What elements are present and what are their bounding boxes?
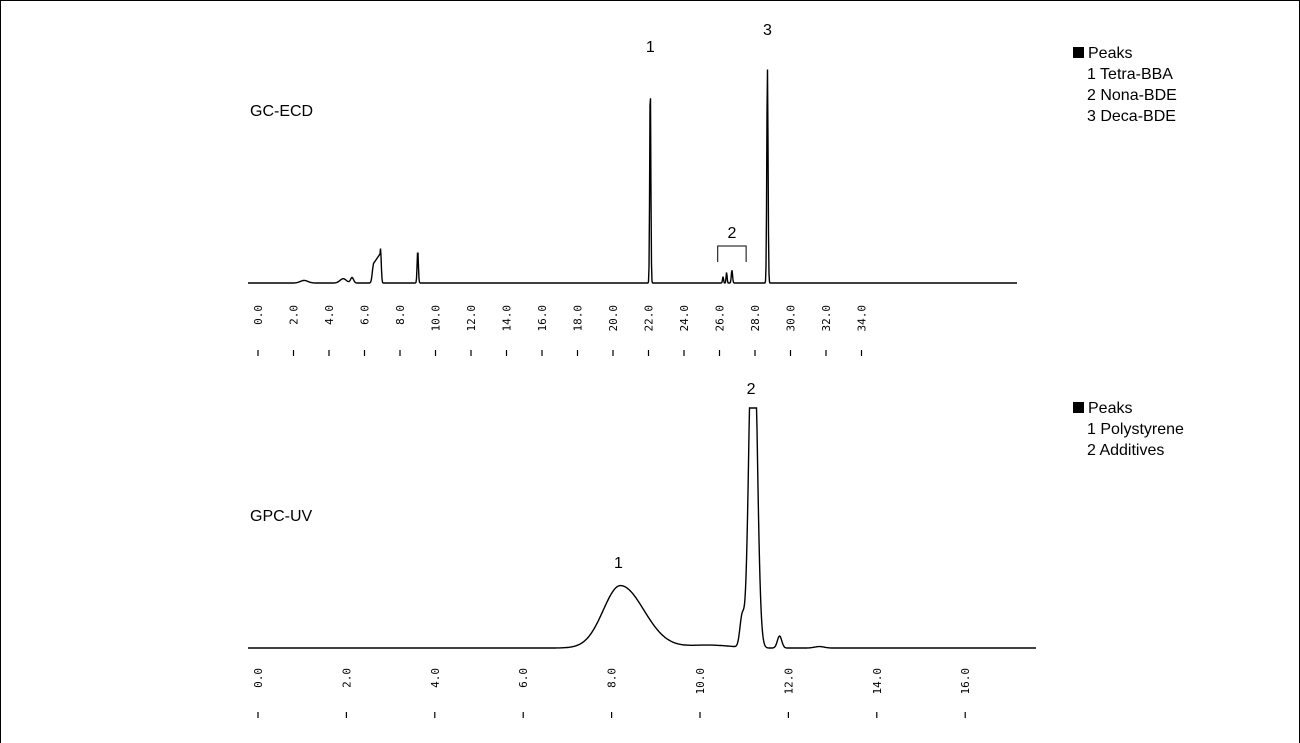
x-tick-label: 16.0 [536,305,549,332]
x-tick-label: 8.0 [394,305,407,325]
gc-ecd-x-axis: 0.0 2.0 4.0 6.0 8.0 10.0 12.0 14.0 16.0 18.0 20.0 2… [252,305,869,356]
x-tick-label: 2.0 [288,305,301,325]
x-tick-label: 2.0 [340,668,353,688]
x-tick-label: 0.0 [252,668,265,688]
x-tick-label: 4.0 [429,668,442,688]
legend-square-icon [1073,402,1084,413]
gc-peak-label-2: 2 [727,225,736,242]
x-tick-label: 34.0 [856,305,869,332]
x-tick-label: 4.0 [323,305,336,325]
gc-ecd-trace [248,69,1017,284]
x-tick-label: 30.0 [785,305,798,332]
x-tick-label: 10.0 [694,668,707,695]
gc-ecd-legend: Peaks 1 Tetra-BBA 2 Nona-BDE 3 Deca-BDE [1073,43,1177,127]
legend-item: 3 Deca-BDE [1087,108,1176,125]
legend-item: 1 Polystyrene [1087,421,1184,438]
x-tick-label: 20.0 [607,305,620,332]
legend-item: 2 Nona-BDE [1087,87,1177,104]
legend-header: Peaks [1073,43,1177,64]
gpc-uv-trace [248,407,1036,649]
x-tick-label: 6.0 [359,305,372,325]
x-tick-label: 26.0 [714,305,727,332]
gpc-uv-chart: 0.0 2.0 4.0 6.0 8.0 10.0 12.0 14.0 16.0 1 2 [248,381,1036,718]
x-tick-label: 24.0 [678,305,691,332]
legend-item: 1 Tetra-BBA [1087,66,1173,83]
gc-peak-label-1: 1 [646,39,655,56]
gpc-uv-x-axis: 0.0 2.0 4.0 6.0 8.0 10.0 12.0 14.0 16.0 [252,668,972,718]
x-tick-label: 12.0 [465,305,478,332]
gc-peak-2-bracket [717,245,747,262]
x-tick-label: 10.0 [430,305,443,332]
x-tick-label: 28.0 [749,305,762,332]
gpc-uv-title: GPC-UV [250,508,313,525]
legend-square-icon [1073,47,1084,58]
gc-ecd-chart: 0.0 2.0 4.0 6.0 8.0 10.0 12.0 14.0 16.0 18.0 20.0 2… [248,22,1017,356]
x-tick-label: 32.0 [820,305,833,332]
legend-item: 2 Additives [1087,442,1165,459]
x-tick-label: 22.0 [643,305,656,332]
x-tick-label: 14.0 [501,305,514,332]
gpc-peak-label-1: 1 [614,555,623,572]
x-tick-label: 14.0 [871,668,884,695]
x-tick-label: 18.0 [572,305,585,332]
gpc-peak-label-2: 2 [747,381,756,398]
x-tick-label: 16.0 [959,668,972,695]
gc-peak-label-3: 3 [763,22,772,39]
gpc-uv-legend: Peaks 1 Polystyrene 2 Additives [1073,398,1184,461]
x-tick-label: 8.0 [606,668,619,688]
x-tick-label: 12.0 [782,668,795,695]
gc-ecd-title: GC-ECD [250,103,314,120]
x-tick-label: 6.0 [517,668,530,688]
legend-header: Peaks [1073,398,1184,419]
x-tick-label: 0.0 [252,305,265,325]
